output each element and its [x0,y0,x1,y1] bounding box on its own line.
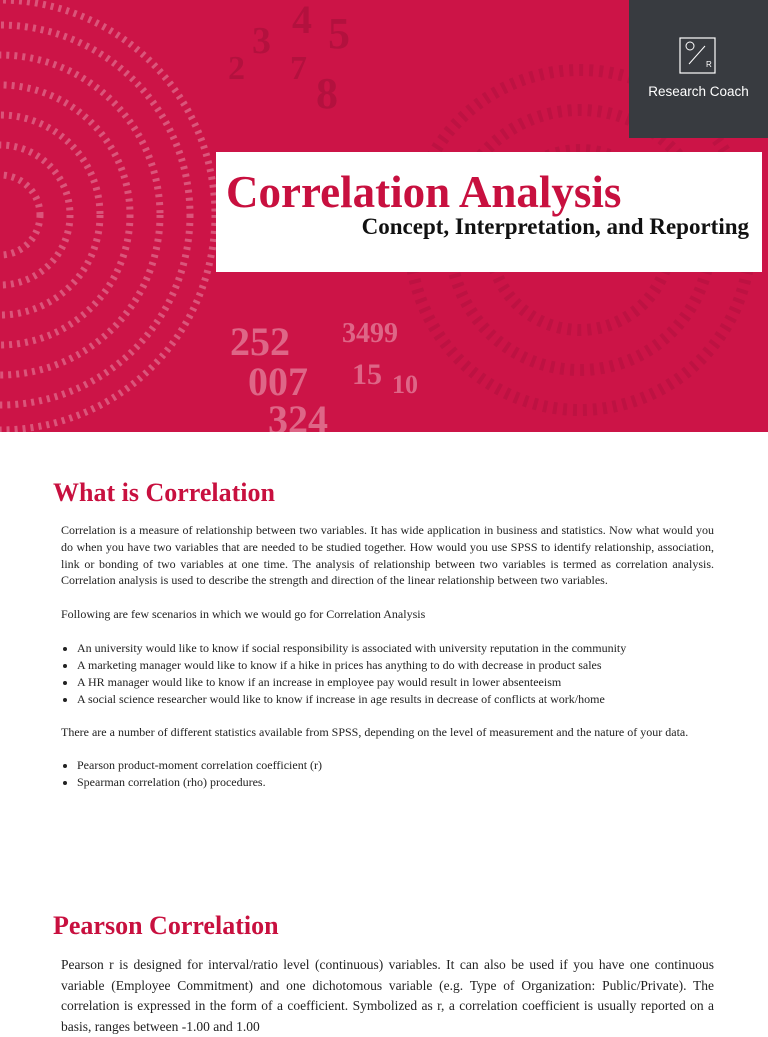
decor-number: 10 [392,370,418,399]
section-heading: What is Correlation [53,478,275,507]
bullet-item: A HR manager would like to know if an in… [77,674,730,691]
decor-number: 007 [248,359,308,404]
bullet-item: Pearson product-moment correlation coeff… [77,757,730,774]
bullet-item: An university would like to know if soci… [77,640,730,657]
decor-number: 15 [352,358,382,391]
decor-number: 8 [316,69,338,118]
decor-number: 4 [292,0,312,42]
bullet-list: An university would like to know if soci… [61,640,730,708]
paragraph: There are a number of different statisti… [61,725,689,739]
bullet-item: A social science researcher would like t… [77,691,730,708]
decor-number: 7 [290,50,307,87]
decor-number: 2 [228,50,245,87]
brand-name: Research Coach [648,84,749,99]
decor-number: 324 [268,397,328,433]
paragraph: Correlation is a measure of relationship… [61,523,714,588]
decor-number: 3499 [342,318,398,349]
subtitle: Concept, Interpretation, and Reporting [361,214,749,239]
decor-number: 3 [252,20,271,62]
brand-panel: R Research Coach [629,0,768,138]
paragraph: Following are few scenarios in which we … [61,607,426,621]
spiral-decoration [0,0,219,432]
decor-number: 252 [230,319,290,364]
bullet-list: Pearson product-moment correlation coeff… [61,757,730,791]
bullet-item: Spearman correlation (rho) procedures. [77,774,730,791]
logo-mark: R [706,60,712,69]
bullet-item: A marketing manager would like to know i… [77,657,730,674]
paragraph: Pearson r is designed for interval/ratio… [61,957,714,1034]
decor-number: 5 [328,9,350,58]
section-heading: Pearson Correlation [53,911,279,940]
title: Correlation Analysis [226,167,622,217]
hero-banner: 252 3499 007 15 10 324 2 3 4 5 7 8 R Res… [0,0,768,432]
title-box: Correlation Analysis Concept, Interpreta… [216,152,762,272]
logo: R [679,37,716,74]
